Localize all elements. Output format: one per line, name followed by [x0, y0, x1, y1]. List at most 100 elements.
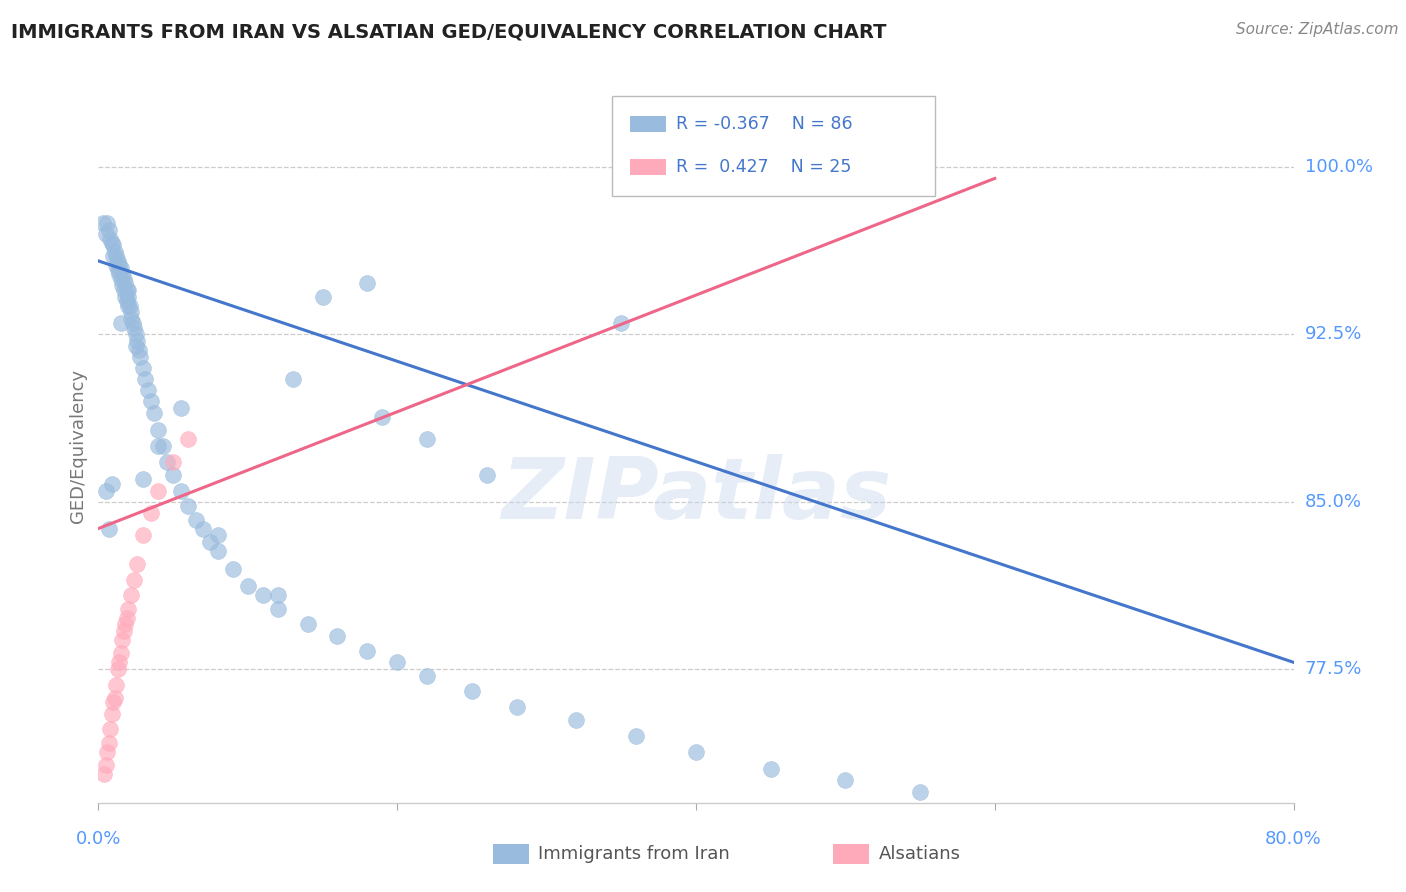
Point	[624, 729, 647, 743]
Text: 92.5%: 92.5%	[1305, 326, 1362, 343]
Y-axis label: GED/Equivalency: GED/Equivalency	[69, 369, 87, 523]
FancyBboxPatch shape	[612, 96, 935, 196]
Point	[207, 528, 229, 542]
Point	[461, 684, 484, 698]
Point	[108, 655, 131, 669]
Point	[565, 713, 588, 727]
Point	[107, 662, 129, 676]
Point	[134, 372, 156, 386]
Text: R =  0.427    N = 25: R = 0.427 N = 25	[676, 158, 851, 176]
Point	[200, 534, 222, 549]
Point	[139, 394, 162, 409]
Point	[103, 249, 125, 263]
Point	[101, 476, 124, 491]
Point	[111, 632, 134, 647]
Point	[184, 512, 207, 526]
Point	[148, 439, 170, 453]
Point	[118, 298, 141, 312]
Point	[506, 699, 529, 714]
Point	[759, 762, 782, 776]
Point	[127, 334, 149, 348]
Point	[834, 773, 856, 788]
Point	[110, 646, 132, 660]
Point	[110, 260, 132, 275]
Point	[103, 695, 125, 709]
Text: 0.0%: 0.0%	[76, 830, 121, 847]
Point	[132, 360, 155, 375]
Point	[103, 238, 125, 252]
Point	[112, 271, 135, 285]
Point	[115, 610, 138, 624]
Point	[104, 244, 127, 259]
Point	[117, 601, 139, 615]
FancyBboxPatch shape	[630, 116, 666, 132]
Point	[207, 543, 229, 558]
Point	[148, 483, 170, 498]
Point	[297, 617, 319, 632]
Point	[685, 744, 707, 758]
Point	[124, 573, 146, 587]
Point	[97, 735, 120, 749]
Point	[94, 757, 117, 772]
Point	[136, 383, 159, 397]
Point	[416, 432, 439, 446]
Point	[222, 561, 245, 575]
Point	[162, 454, 184, 468]
Point	[139, 506, 162, 520]
Point	[105, 249, 128, 263]
Point	[120, 311, 142, 326]
Point	[169, 483, 191, 498]
Point	[105, 258, 128, 272]
Text: 77.5%: 77.5%	[1305, 660, 1362, 678]
Point	[128, 343, 150, 357]
Point	[105, 677, 128, 691]
Point	[311, 289, 333, 303]
Point	[115, 293, 138, 308]
Point	[97, 521, 120, 535]
Text: 80.0%: 80.0%	[1265, 830, 1322, 847]
Point	[96, 744, 118, 758]
Point	[94, 483, 117, 498]
Point	[177, 499, 200, 513]
Point	[156, 454, 179, 468]
Point	[111, 267, 134, 281]
FancyBboxPatch shape	[494, 844, 529, 864]
Text: ZIPatlas: ZIPatlas	[501, 454, 891, 538]
Point	[110, 316, 132, 330]
Text: Alsatians: Alsatians	[879, 846, 960, 863]
Point	[908, 784, 931, 798]
Point	[267, 601, 290, 615]
Point	[326, 628, 349, 642]
Point	[281, 372, 304, 386]
Text: 85.0%: 85.0%	[1305, 492, 1361, 511]
Point	[371, 409, 394, 424]
Point	[124, 320, 146, 334]
Point	[94, 227, 117, 241]
Point	[132, 528, 155, 542]
Point	[610, 316, 633, 330]
Point	[127, 557, 149, 571]
Point	[120, 305, 142, 319]
Point	[104, 690, 127, 705]
Point	[177, 432, 200, 446]
Point	[101, 706, 124, 721]
Point	[191, 521, 214, 535]
Point	[416, 668, 439, 682]
Point	[252, 588, 274, 602]
Point	[267, 588, 290, 602]
Point	[169, 401, 191, 415]
Text: Source: ZipAtlas.com: Source: ZipAtlas.com	[1236, 22, 1399, 37]
Point	[162, 467, 184, 482]
Point	[112, 624, 135, 638]
Point	[125, 327, 148, 342]
Point	[108, 267, 131, 281]
Point	[236, 579, 259, 593]
Point	[98, 231, 122, 245]
Point	[117, 283, 139, 297]
Point	[385, 655, 409, 669]
Point	[98, 722, 122, 736]
Point	[148, 423, 170, 437]
Point	[112, 283, 135, 297]
Point	[142, 405, 165, 419]
FancyBboxPatch shape	[630, 159, 666, 175]
